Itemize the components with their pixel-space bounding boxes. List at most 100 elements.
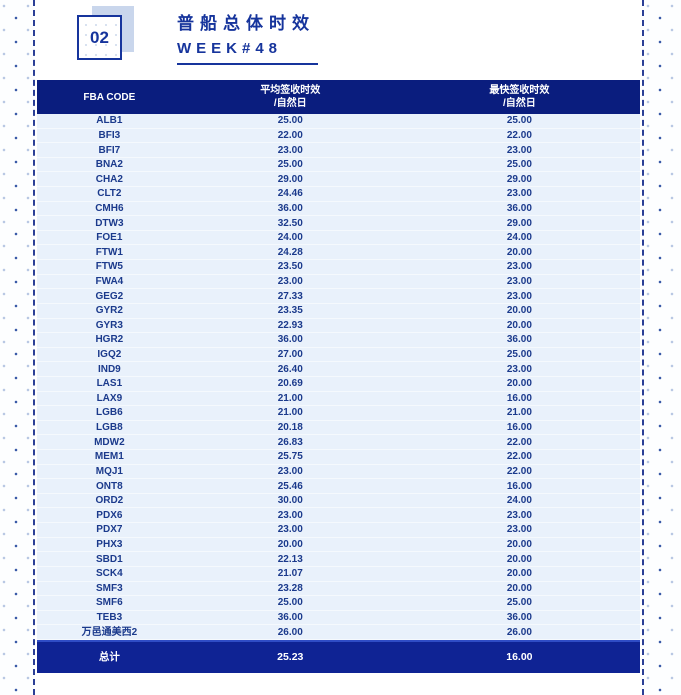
average-timeliness-cell: 23.00 [277, 524, 303, 536]
fastest-timeliness-cell: 25.00 [506, 597, 532, 609]
table-row: TEB3 36.00 36.00 [37, 610, 640, 626]
fba-code-cell: FTW5 [95, 261, 123, 273]
table-row: FTW5 23.50 23.00 [37, 260, 640, 275]
average-timeliness-cell: 25.00 [277, 115, 303, 127]
fastest-timeliness-cell: 25.00 [506, 349, 532, 361]
fastest-timeliness-cell: 20.00 [506, 319, 532, 331]
average-timeliness-cell: 23.35 [277, 305, 303, 317]
table-row: ALB1 25.00 25.00 [37, 114, 640, 129]
table-row: SCK4 21.07 20.00 [37, 566, 640, 582]
column-header-label: 最快签收时效 [489, 85, 550, 96]
page-title: 普船总体时效 [177, 14, 315, 33]
fba-code-cell: SMF6 [96, 597, 123, 609]
average-timeliness-cell: 26.83 [277, 436, 303, 448]
fba-code-cell: ONT8 [96, 480, 123, 492]
fastest-timeliness-cell: 23.00 [506, 524, 532, 536]
column-header-sublabel: /自然日 [273, 98, 307, 109]
table-row: BNA2 25.00 25.00 [37, 157, 640, 173]
table-row: MQJ1 23.00 22.00 [37, 464, 640, 480]
table-row: GYR3 22.93 20.00 [37, 318, 640, 334]
average-timeliness-cell: 26.40 [277, 363, 303, 375]
fastest-timeliness-cell: 20.00 [506, 378, 532, 390]
fba-code-cell: LGB6 [96, 407, 123, 419]
column-header-average: 平均签收时效 /自然日 [182, 80, 399, 114]
fastest-timeliness-cell: 23.00 [506, 261, 532, 273]
section-badge: 02 [77, 6, 147, 68]
fba-code-cell: GYR2 [95, 305, 123, 317]
fastest-timeliness-cell: 20.00 [506, 538, 532, 550]
average-timeliness-cell: 36.00 [277, 334, 303, 346]
average-timeliness-cell: 23.00 [277, 509, 303, 521]
table-row: PHX3 20.00 20.00 [37, 537, 640, 553]
table-row: SMF6 25.00 25.00 [37, 596, 640, 611]
fba-code-cell: MDW2 [94, 436, 125, 448]
fba-code-cell: IND9 [97, 363, 121, 375]
table-row: HGR2 36.00 36.00 [37, 333, 640, 348]
table-row: GYR2 23.35 20.00 [37, 303, 640, 319]
table-row: FTW1 24.28 20.00 [37, 245, 640, 261]
fba-code-cell: GEG2 [95, 290, 124, 302]
column-header-sublabel: /自然日 [503, 98, 536, 109]
table-row: BFI3 22.00 22.00 [37, 128, 640, 144]
average-timeliness-cell: 32.50 [277, 217, 303, 229]
table-row: SMF3 23.28 20.00 [37, 581, 640, 597]
average-timeliness-cell: 25.00 [277, 597, 303, 609]
average-timeliness-cell: 22.93 [277, 319, 303, 331]
table-row: LAS1 20.69 20.00 [37, 376, 640, 392]
week-label: WEEK#48 [177, 40, 283, 57]
table-row: ONT8 25.46 16.00 [37, 479, 640, 494]
left-dotted-margin [0, 0, 35, 695]
fastest-timeliness-cell: 29.00 [506, 173, 532, 185]
average-timeliness-cell: 23.50 [277, 261, 303, 273]
fba-code-cell: SCK4 [96, 568, 123, 580]
fba-code-cell: BFI7 [98, 144, 121, 156]
fastest-timeliness-cell: 16.00 [506, 422, 532, 434]
fba-code-cell: DTW3 [95, 217, 124, 229]
fastest-timeliness-cell: 24.00 [506, 232, 532, 244]
table-row: CLT2 24.46 23.00 [37, 187, 640, 202]
timeliness-table: FBA CODE 平均签收时效 /自然日 最快签收时效 /自然日 ALB1 25… [37, 80, 640, 673]
title-block: 普船总体时效 WEEK#48 [177, 9, 318, 65]
fba-code-cell: PHX3 [96, 538, 123, 550]
fastest-timeliness-cell: 36.00 [506, 612, 532, 624]
table-row: LGB8 20.18 16.00 [37, 420, 640, 436]
table-row: MDW2 26.83 22.00 [37, 435, 640, 451]
fba-code-cell: ORD2 [95, 495, 124, 507]
fastest-timeliness-cell: 20.00 [506, 553, 532, 565]
fba-code-cell: SBD1 [96, 553, 123, 565]
average-timeliness-cell: 22.00 [277, 129, 303, 141]
report-page: 02 普船总体时效 WEEK#48 FBA CODE 平均签收时效 /自然日 最… [37, 0, 640, 695]
table-row: CHA2 29.00 29.00 [37, 172, 640, 188]
column-header-label: FBA CODE [83, 91, 136, 103]
total-fastest-value: 16.00 [506, 651, 533, 664]
average-timeliness-cell: 29.00 [277, 173, 303, 185]
report-header: 02 普船总体时效 WEEK#48 [37, 0, 640, 80]
average-timeliness-cell: 24.28 [277, 246, 303, 258]
fastest-timeliness-cell: 20.00 [506, 246, 532, 258]
average-timeliness-cell: 30.00 [277, 495, 303, 507]
table-row: BFI7 23.00 23.00 [37, 143, 640, 158]
table-row: PDX6 23.00 23.00 [37, 508, 640, 524]
fba-code-cell: FTW1 [95, 246, 123, 258]
average-timeliness-cell: 24.00 [277, 232, 303, 244]
column-header-fastest: 最快签收时效 /自然日 [399, 80, 640, 114]
fba-code-cell: MQJ1 [95, 465, 123, 477]
total-average-value: 25.23 [277, 651, 304, 664]
fastest-timeliness-cell: 22.00 [506, 465, 532, 477]
fastest-timeliness-cell: 16.00 [506, 392, 532, 404]
fastest-timeliness-cell: 22.00 [506, 129, 532, 141]
fastest-timeliness-cell: 20.00 [506, 568, 532, 580]
average-timeliness-cell: 23.00 [277, 276, 303, 287]
total-label: 总计 [98, 651, 120, 664]
fba-code-cell: PDX7 [96, 524, 123, 536]
table-row: IGQ2 27.00 25.00 [37, 347, 640, 363]
table-row: FWA4 23.00 23.00 [37, 274, 640, 290]
table-row: MEM1 25.75 22.00 [37, 450, 640, 465]
fba-code-cell: BNA2 [95, 159, 123, 171]
fastest-timeliness-cell: 23.00 [506, 276, 532, 287]
fastest-timeliness-cell: 23.00 [506, 144, 532, 156]
fastest-timeliness-cell: 25.00 [506, 115, 532, 127]
fba-code-cell: FWA4 [95, 276, 124, 287]
average-timeliness-cell: 36.00 [277, 612, 303, 624]
average-timeliness-cell: 36.00 [277, 202, 303, 214]
